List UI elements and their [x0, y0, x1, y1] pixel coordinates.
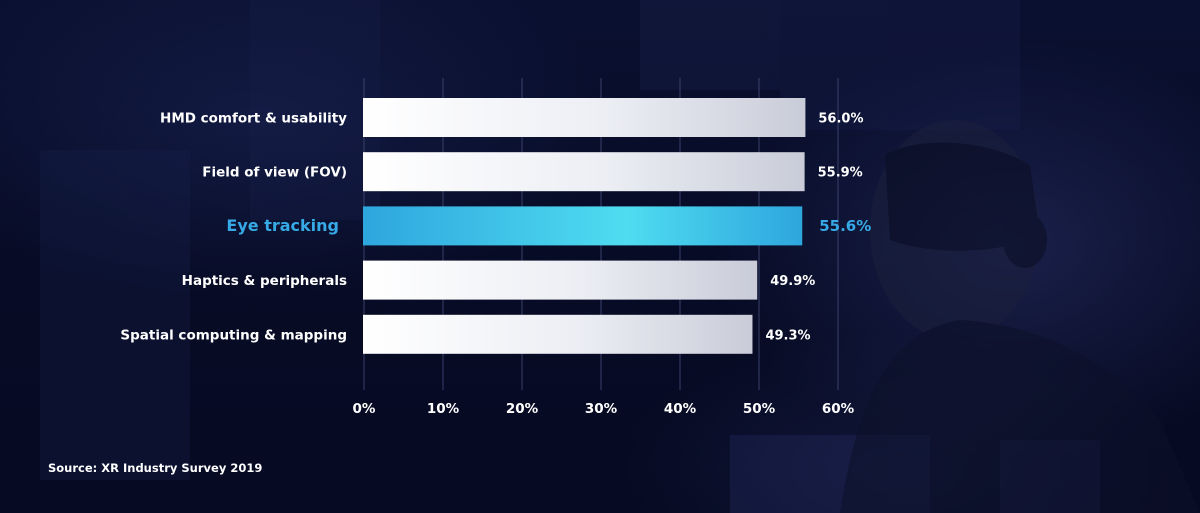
category-labels: HMD comfort & usability Field of view (FO… [120, 111, 347, 344]
value-label: 56.0% [818, 112, 863, 127]
category-label: Eye tracking [226, 216, 339, 235]
x-tick-label: 60% [822, 401, 855, 417]
x-tick-label: 30% [585, 401, 618, 417]
x-tick-label: 20% [506, 401, 539, 417]
bar [363, 152, 805, 192]
value-labels: 56.0% 55.9% 55.6% 49.9% 49.3% [765, 112, 871, 344]
source-note: Source: XR Industry Survey 2019 [48, 461, 263, 475]
category-label: Field of view (FOV) [202, 165, 347, 181]
x-tick-label: 50% [743, 401, 776, 417]
value-label: 55.6% [819, 217, 871, 235]
x-tick-label: 0% [353, 401, 376, 417]
bars [363, 98, 806, 354]
bar [363, 260, 758, 300]
x-axis-ticks: 0% 10% 20% 30% 40% 50% 60% [353, 401, 855, 417]
x-tick-label: 10% [427, 401, 460, 417]
value-label: 55.9% [818, 166, 863, 181]
bar-highlighted [363, 206, 803, 246]
bar [363, 98, 806, 137]
category-label: HMD comfort & usability [160, 111, 347, 127]
value-label: 49.9% [770, 274, 815, 289]
category-label: Spatial computing & mapping [120, 327, 347, 343]
bar [363, 314, 753, 354]
category-label: Haptics & peripherals [182, 273, 347, 289]
value-label: 49.3% [765, 328, 810, 343]
x-tick-label: 40% [664, 401, 697, 417]
